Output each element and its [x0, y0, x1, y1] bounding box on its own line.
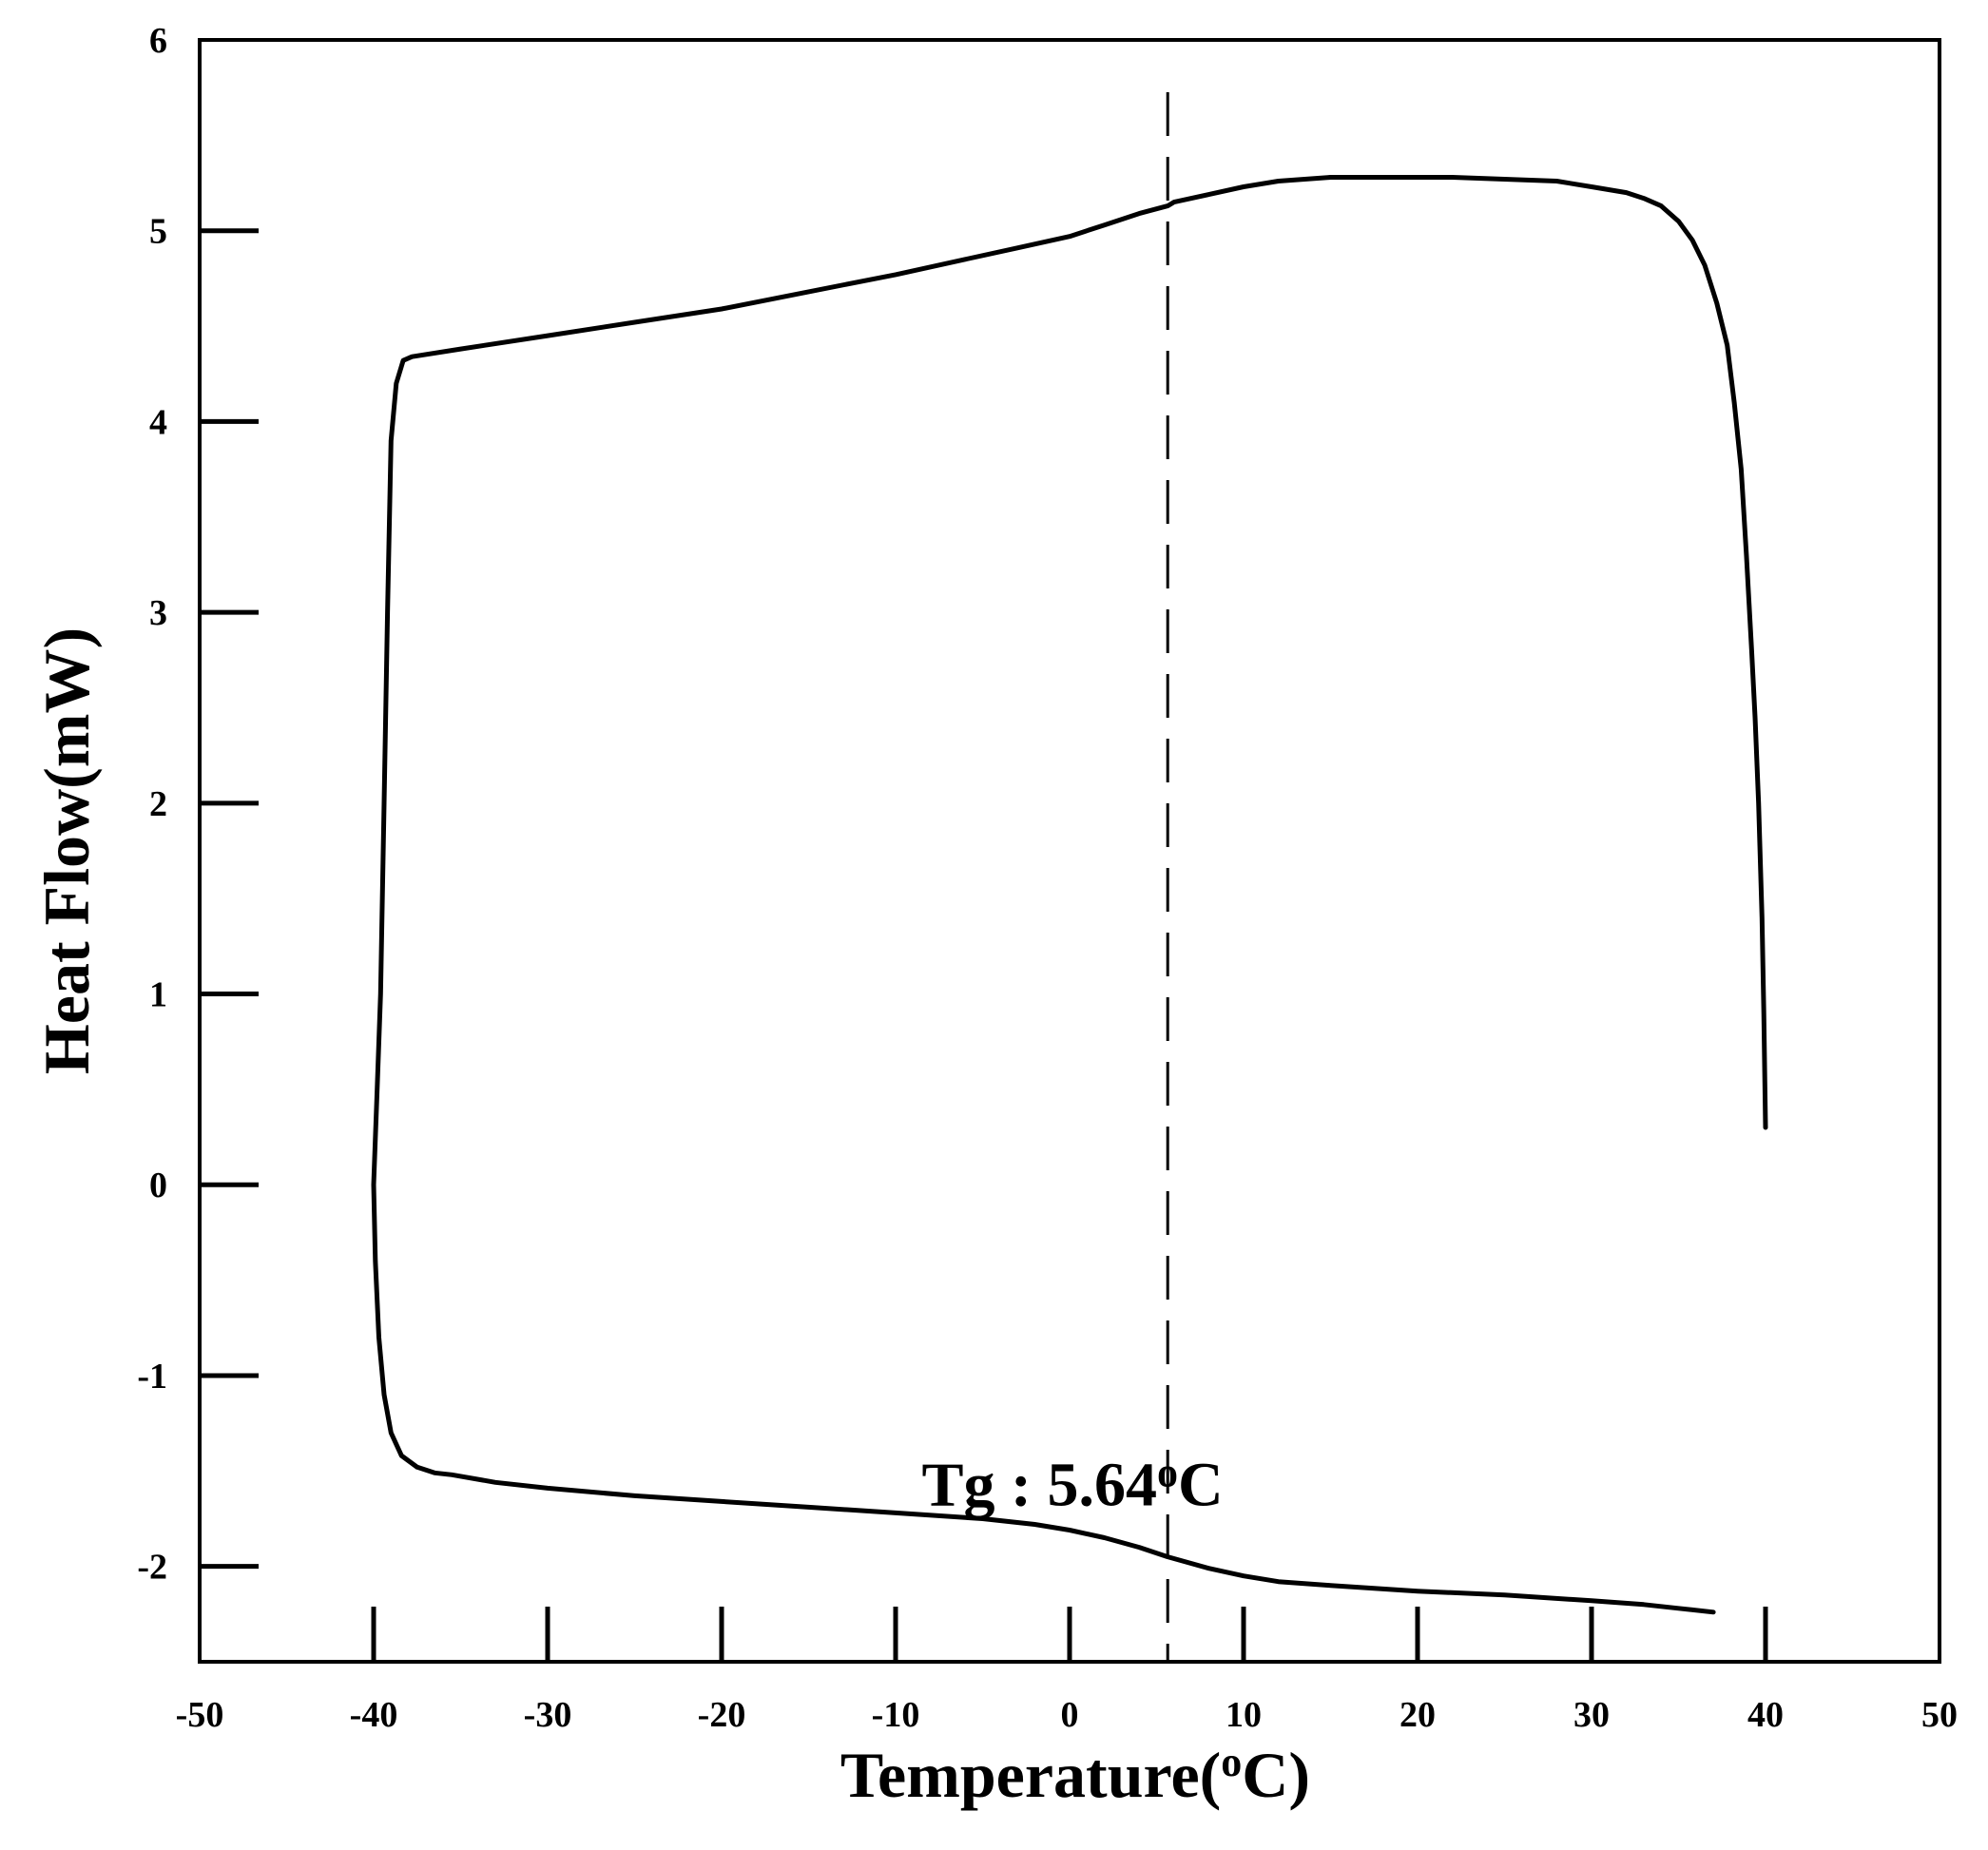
x-tick-label: -40: [350, 1695, 398, 1735]
x-tick-label: 10: [1226, 1695, 1262, 1735]
tg-annotation-degree: o: [1157, 1449, 1178, 1495]
x-axis-title-degree: o: [1221, 1739, 1242, 1785]
y-tick-label: 1: [149, 975, 167, 1015]
x-tick-label: -20: [698, 1695, 746, 1735]
y-tick-label: 6: [149, 21, 167, 61]
y-tick-label: 5: [149, 212, 167, 252]
x-axis-title-close: ): [1288, 1739, 1310, 1811]
x-axis-title-unit: C: [1242, 1739, 1288, 1811]
tg-annotation-prefix: Tg : 5.64: [921, 1450, 1156, 1519]
y-tick-label: 2: [149, 784, 167, 824]
x-tick-label: 0: [1061, 1695, 1079, 1735]
y-tick-label: 4: [149, 402, 167, 442]
y-tick-label: -2: [137, 1548, 167, 1588]
x-tick-label: 50: [1921, 1695, 1958, 1735]
y-tick-label: -1: [137, 1357, 167, 1397]
tg-annotation-unit: C: [1178, 1450, 1224, 1519]
y-tick-label: 0: [149, 1166, 167, 1205]
tick-group: [200, 228, 1768, 1662]
x-tick-label: -10: [872, 1695, 920, 1735]
y-tick-label: 3: [149, 593, 167, 633]
x-tick-label: 40: [1747, 1695, 1784, 1735]
x-tick-label: 30: [1573, 1695, 1610, 1735]
x-axis-title-open: (: [1200, 1739, 1222, 1811]
series-line: [371, 175, 1768, 1615]
x-axis-title-main: Temperature: [840, 1739, 1200, 1811]
y-axis-title: Heat Flow(mW): [30, 627, 103, 1074]
x-tick-label: -50: [176, 1695, 224, 1735]
x-tick-label: -30: [524, 1695, 572, 1735]
x-axis-title: Temperature(oC): [840, 1739, 1310, 1811]
x-tick-label: 20: [1399, 1695, 1436, 1735]
plot-frame: [198, 38, 1941, 1664]
tg-annotation: Tg : 5.64oC: [921, 1449, 1223, 1519]
